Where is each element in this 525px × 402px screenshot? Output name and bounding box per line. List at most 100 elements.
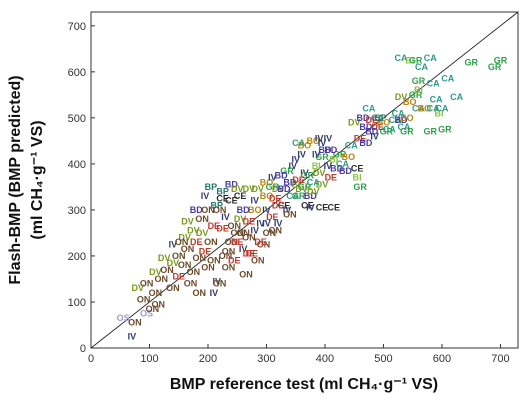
y-tick-label: 0 bbox=[80, 343, 86, 355]
data-point: BO bbox=[260, 177, 274, 187]
data-point: BP bbox=[216, 187, 229, 197]
data-point: ON bbox=[225, 237, 239, 247]
data-point: GR bbox=[380, 127, 394, 137]
data-point: ON bbox=[152, 299, 166, 309]
data-point: BD bbox=[365, 127, 378, 137]
data-point: BD bbox=[225, 180, 238, 190]
data-point: GR bbox=[412, 76, 426, 86]
data-point: ON bbox=[204, 237, 218, 247]
data-point: IV bbox=[221, 212, 230, 222]
data-point: DV bbox=[272, 184, 285, 194]
data-point: CA bbox=[415, 62, 428, 72]
data-point: ON bbox=[187, 267, 201, 277]
data-point: CA bbox=[430, 94, 443, 104]
data-point: BD bbox=[359, 138, 372, 148]
data-point: BD bbox=[237, 205, 250, 215]
data-point: CA bbox=[395, 53, 408, 63]
data-point: ON bbox=[146, 304, 160, 314]
data-point: BO bbox=[248, 205, 262, 215]
x-tick-label: 400 bbox=[316, 353, 334, 365]
data-point: GR bbox=[400, 127, 414, 137]
data-point: ON bbox=[201, 205, 215, 215]
data-point: GR bbox=[292, 191, 306, 201]
data-point: ON bbox=[222, 246, 236, 256]
y-tick-label: 300 bbox=[68, 205, 86, 217]
data-point: DE bbox=[266, 212, 279, 222]
y-tick-label: 700 bbox=[68, 21, 86, 33]
data-point: CA bbox=[292, 138, 305, 148]
x-tick-label: 200 bbox=[199, 353, 217, 365]
data-point: BI bbox=[291, 180, 300, 190]
data-point: DV bbox=[313, 168, 326, 178]
data-point: CA bbox=[345, 140, 358, 150]
data-point: GR bbox=[301, 170, 315, 180]
data-point: IV bbox=[239, 244, 248, 254]
data-point: ON bbox=[192, 288, 206, 298]
data-point: DE bbox=[228, 256, 241, 266]
data-point: ON bbox=[242, 233, 256, 243]
data-point: DE bbox=[231, 237, 244, 247]
data-point: ON bbox=[128, 318, 142, 328]
data-point: ON bbox=[192, 253, 206, 263]
data-point: BD bbox=[339, 166, 352, 176]
data-point: DE bbox=[292, 175, 305, 185]
data-point: DE bbox=[243, 216, 256, 226]
x-tick-label: 700 bbox=[491, 353, 509, 365]
data-point: IV bbox=[201, 191, 210, 201]
data-point: ON bbox=[263, 228, 277, 238]
data-point: DV bbox=[234, 214, 247, 224]
y-axis-title-line2: (ml CH₄·g⁻¹ VS) bbox=[29, 120, 46, 239]
data-point: ON bbox=[175, 237, 189, 247]
data-point: DE bbox=[190, 237, 203, 247]
data-point: BD bbox=[304, 191, 317, 201]
data-point: GR bbox=[333, 150, 347, 160]
data-point: BO bbox=[403, 97, 417, 107]
data-point: IV bbox=[291, 154, 300, 164]
data-point: ON bbox=[213, 205, 227, 215]
data-point: DE bbox=[269, 193, 282, 203]
data-point: GR bbox=[266, 182, 280, 192]
data-point: CE bbox=[327, 203, 340, 213]
data-point: CA bbox=[450, 92, 463, 102]
data-point: IV bbox=[312, 150, 321, 160]
x-tick-label: 0 bbox=[88, 353, 94, 365]
data-point: IV bbox=[210, 288, 219, 298]
data-point: DV bbox=[307, 187, 320, 197]
data-point: GR bbox=[353, 182, 367, 192]
data-point: IV bbox=[297, 150, 306, 160]
data-point: ON bbox=[257, 239, 271, 249]
x-axis-title: BMP reference test (ml CH₄·g⁻¹ VS) bbox=[170, 376, 438, 393]
data-point: BP bbox=[374, 113, 387, 123]
x-tick-label: 300 bbox=[257, 353, 275, 365]
data-point: CA bbox=[397, 122, 410, 132]
data-point: DV bbox=[132, 283, 145, 293]
data-point: IV bbox=[370, 131, 379, 141]
data-point: IV bbox=[251, 196, 260, 206]
data-point: ON bbox=[230, 228, 244, 238]
data-point: DE bbox=[254, 237, 267, 247]
data-point: CA bbox=[371, 113, 384, 123]
data-point: BI bbox=[312, 161, 321, 171]
data-point: CA bbox=[307, 177, 320, 187]
data-point: DE bbox=[246, 249, 259, 259]
data-point: ON bbox=[154, 274, 168, 284]
data-point: ON bbox=[166, 283, 180, 293]
data-point: IV bbox=[300, 168, 309, 178]
data-point: BI bbox=[353, 173, 362, 183]
data-point: ON bbox=[172, 251, 186, 261]
data-point: IV bbox=[283, 205, 292, 215]
y-axis-ticks: 0 100 200 300 400 500 600 700 bbox=[68, 21, 95, 355]
data-point: GR bbox=[424, 127, 438, 137]
data-point: CE bbox=[234, 191, 247, 201]
data-point: CA bbox=[286, 191, 299, 201]
data-point: IV bbox=[251, 226, 260, 236]
data-point: IV bbox=[306, 203, 315, 213]
data-point: CA bbox=[435, 104, 448, 114]
data-point: DE bbox=[325, 173, 338, 183]
data-point: CA bbox=[336, 159, 349, 169]
data-point: ON bbox=[181, 244, 195, 254]
data-point: DV bbox=[295, 184, 308, 194]
data-point: IV bbox=[324, 161, 333, 171]
